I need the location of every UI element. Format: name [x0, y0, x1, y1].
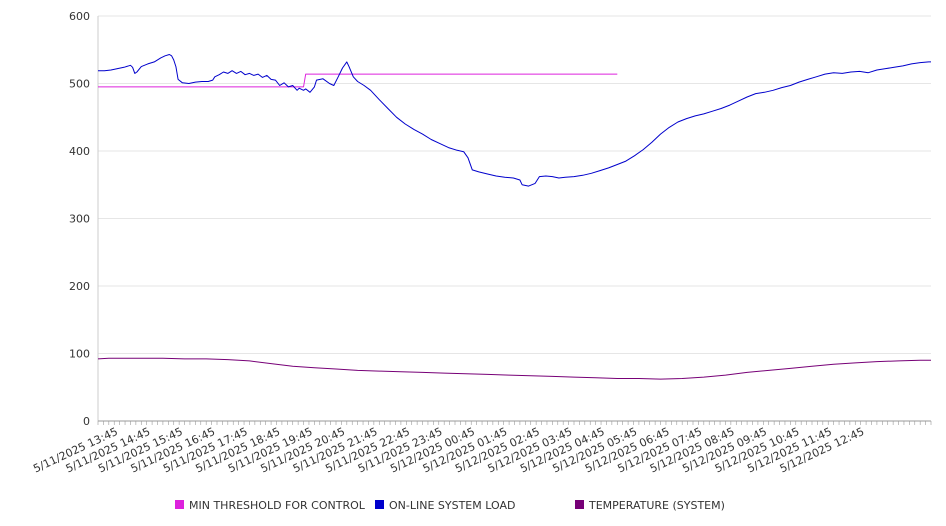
- y-tick-label: 600: [69, 10, 90, 23]
- legend-label: ON-LINE SYSTEM LOAD: [389, 499, 515, 512]
- y-axis: 0 100 200 300 400 500 600: [69, 10, 99, 428]
- y-tick-label: 400: [69, 145, 90, 158]
- y-tick-label: 200: [69, 280, 90, 293]
- legend-swatch: [575, 500, 584, 509]
- x-axis: 5/11/2025 13:455/11/2025 14:455/11/2025 …: [31, 420, 932, 475]
- y-tick-label: 500: [69, 78, 90, 91]
- y-tick-label: 300: [69, 213, 90, 226]
- series-lines: [97, 54, 931, 380]
- series-line-1: [98, 54, 931, 187]
- series-line-0: [98, 73, 618, 88]
- legend-swatch: [175, 500, 184, 509]
- y-tick-label: 0: [83, 415, 90, 428]
- grid-lines: [98, 15, 931, 354]
- legend-swatch: [375, 500, 384, 509]
- legend-label: TEMPERATURE (SYSTEM): [588, 499, 725, 512]
- y-tick-label: 100: [69, 348, 90, 361]
- legend-label: MIN THRESHOLD FOR CONTROL: [189, 499, 366, 512]
- legend: MIN THRESHOLD FOR CONTROL ON-LINE SYSTEM …: [175, 499, 725, 512]
- series-line-2: [97, 357, 931, 380]
